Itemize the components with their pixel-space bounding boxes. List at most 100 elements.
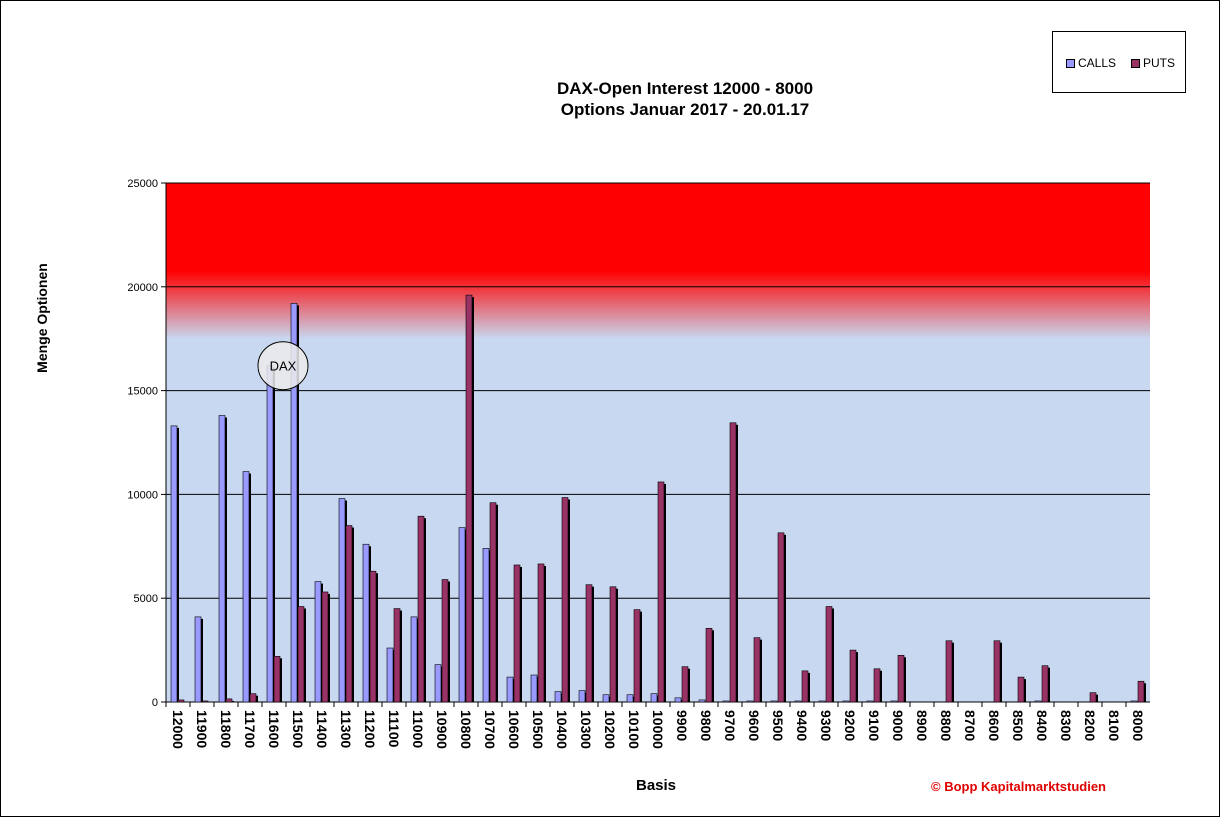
puts-bar — [561, 497, 569, 703]
x-tick-label: 8600 — [986, 710, 1002, 741]
puts-bar — [873, 668, 881, 703]
puts-bar — [1137, 680, 1145, 703]
x-tick-label: 8100 — [1106, 710, 1122, 741]
legend-label-puts: PUTS — [1143, 56, 1176, 70]
calls-bar — [794, 700, 802, 703]
x-tick-label: 8000 — [1130, 710, 1146, 741]
chart-subtitle: Options Januar 2017 - 20.01.17 — [560, 100, 810, 119]
chart-title: DAX-Open Interest 12000 - 8000 — [556, 79, 814, 98]
x-tick-label: 11100 — [386, 710, 402, 748]
y-tick-label: 15000 — [127, 386, 158, 398]
calls-bar — [290, 303, 298, 703]
puts-bar — [393, 608, 401, 703]
calls-bar — [770, 700, 778, 703]
calls-bar — [650, 693, 658, 703]
puts-bar — [849, 649, 857, 703]
puts-bar — [585, 584, 593, 703]
x-tick-label: 10600 — [506, 710, 522, 749]
puts-bar — [273, 656, 281, 703]
calls-bar — [530, 674, 538, 703]
y-tick-label: 5000 — [134, 593, 158, 605]
dax-marker: DAX — [257, 341, 309, 391]
calls-bar — [698, 699, 706, 703]
bars — [165, 294, 1146, 707]
calls-bar — [194, 616, 202, 703]
calls-bar — [458, 527, 466, 703]
puts-bar — [1089, 692, 1097, 703]
x-tick-label: 9800 — [698, 710, 714, 741]
x-tick-label: 9500 — [770, 710, 786, 741]
x-tick-label: 12000 — [170, 710, 186, 749]
legend-swatch-calls — [1066, 58, 1075, 68]
puts-bar — [825, 606, 833, 703]
x-tick-label: 11200 — [362, 710, 378, 748]
x-tick-label: 11400 — [314, 710, 330, 748]
x-tick-label: 11900 — [194, 710, 210, 748]
calls-bar — [746, 700, 754, 703]
calls-bar — [506, 676, 514, 703]
calls-bar — [722, 700, 730, 703]
calls-bar — [434, 664, 442, 703]
puts-bar — [465, 294, 473, 703]
legend-label-calls: CALLS — [1078, 56, 1117, 70]
x-tick-label: 11000 — [410, 710, 426, 748]
puts-bar — [777, 532, 785, 703]
puts-bar — [1017, 676, 1025, 703]
y-tick-label: 0 — [152, 697, 158, 709]
x-tick-label: 10500 — [530, 710, 546, 749]
x-tick-label: 10200 — [602, 710, 618, 749]
x-tick-label: 9400 — [794, 710, 810, 741]
x-tick-label: 10300 — [578, 710, 594, 749]
calls-bar — [410, 616, 418, 703]
x-tick-label: 10400 — [554, 710, 570, 749]
calls-bar — [266, 365, 274, 703]
calls-bar — [818, 700, 826, 703]
x-tick-label: 9300 — [818, 710, 834, 741]
calls-bar — [482, 548, 490, 703]
copyright-notice: © Bopp Kapitalmarktstudien — [931, 779, 1106, 794]
puts-bar — [489, 502, 497, 703]
legend-swatch-puts — [1131, 58, 1140, 68]
x-tick-label: 10700 — [482, 710, 498, 749]
x-tick-label: 10900 — [434, 710, 450, 749]
x-tick-label: 10800 — [458, 710, 474, 749]
x-tick-label: 8400 — [1034, 710, 1050, 741]
puts-bar — [441, 579, 449, 703]
y-tick-labels: 0 5000 10000 15000 20000 25000 — [127, 178, 158, 709]
calls-bar — [842, 700, 850, 703]
x-tick-label: 9000 — [890, 710, 906, 741]
puts-bar — [753, 637, 761, 703]
puts-bar — [897, 654, 905, 703]
puts-bar — [369, 570, 377, 703]
x-tick-label: 11300 — [338, 710, 354, 748]
calls-bar — [386, 647, 394, 703]
legend: CALLS PUTS — [1052, 31, 1186, 93]
x-tick-label: 11600 — [266, 710, 282, 748]
x-tick-label: 8700 — [962, 710, 978, 741]
calls-bar — [1034, 700, 1042, 703]
calls-bar — [362, 543, 370, 703]
puts-bar — [633, 609, 641, 703]
puts-bar — [321, 591, 329, 703]
x-tick-label: 9100 — [866, 710, 882, 741]
calls-bar — [674, 697, 682, 703]
calls-bar — [1130, 700, 1138, 703]
puts-bar — [249, 693, 257, 703]
x-tick-label: 9600 — [746, 710, 762, 741]
x-tick-label: 8200 — [1082, 710, 1098, 741]
calls-bar — [890, 700, 898, 703]
x-tick-label: 11500 — [290, 710, 306, 748]
calls-bar — [314, 581, 322, 703]
puts-bar — [729, 422, 737, 703]
puts-bar — [177, 699, 185, 703]
calls-bar — [170, 425, 178, 703]
y-tick-label: 20000 — [127, 282, 158, 294]
puts-bar — [417, 515, 425, 703]
puts-bar — [201, 700, 209, 703]
puts-bar — [681, 666, 689, 703]
x-tick-label: 9200 — [842, 710, 858, 741]
x-tick-label: 10000 — [650, 710, 666, 749]
puts-bar — [801, 670, 809, 703]
y-tick-label: 10000 — [127, 489, 158, 501]
